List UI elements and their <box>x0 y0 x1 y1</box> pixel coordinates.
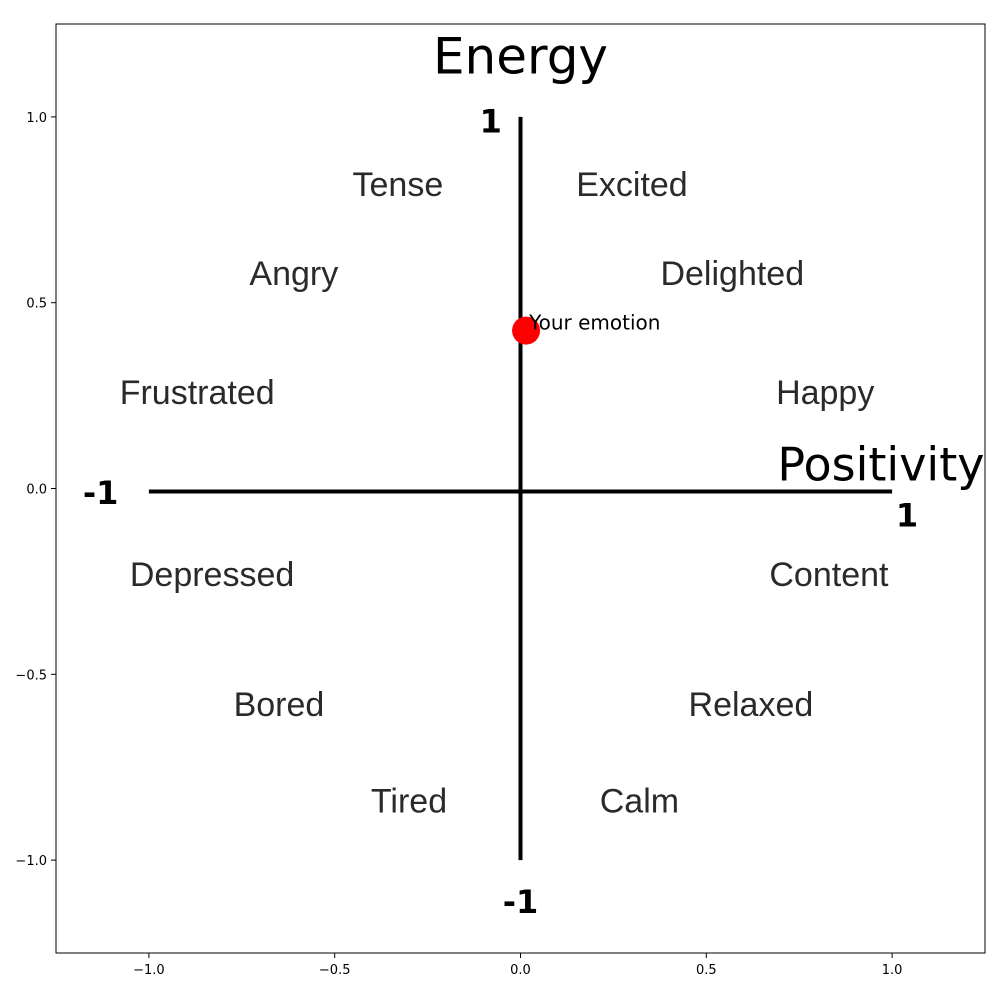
emotion-label-relaxed: Relaxed <box>689 686 814 724</box>
emotion-words-layer: Tense Excited Angry Delighted Frustrated Happ… <box>120 166 889 821</box>
x-tick-label: −1.0 <box>133 963 165 978</box>
emotion-label-frustrated: Frustrated <box>120 374 275 412</box>
y-tick-label: 1.0 <box>26 111 47 126</box>
ticks-layer: −1.0 −0.5 0.0 0.5 1.0 1.0 0.5 0.0 −0.5 −1.0 <box>15 111 902 978</box>
axis-end-label: 1 <box>480 103 502 141</box>
emotion-label-bored: Bored <box>234 686 325 724</box>
emotion-point-label: Your emotion <box>528 311 660 335</box>
y-tick-label: −0.5 <box>15 668 47 683</box>
y-tick-label: 0.5 <box>26 297 47 312</box>
axis-titles-layer: Energy Positivity 1 -1 1 -1 <box>83 28 985 921</box>
emotion-label-depressed: Depressed <box>130 556 294 594</box>
x-tick-label: 0.0 <box>510 963 531 978</box>
emotion-label-tired: Tired <box>371 783 447 821</box>
emotion-label-content: Content <box>769 556 889 594</box>
emotion-point <box>512 316 541 345</box>
x-tick-label: −0.5 <box>319 963 351 978</box>
emotion-label-calm: Calm <box>600 783 679 821</box>
x-tick-label: 1.0 <box>882 963 903 978</box>
emotion-label-excited: Excited <box>576 166 688 204</box>
axis-end-label: -1 <box>503 883 539 921</box>
axis-end-label: 1 <box>896 497 918 535</box>
energy-axis-title: Energy <box>433 28 608 86</box>
axes-layer <box>148 116 893 861</box>
emotion-label-happy: Happy <box>776 374 874 412</box>
positivity-axis-title: Positivity <box>777 437 984 491</box>
emotion-label-tense: Tense <box>353 166 444 204</box>
y-tick-label: −1.0 <box>15 854 47 869</box>
emotion-label-angry: Angry <box>249 255 338 293</box>
axis-end-label: -1 <box>83 474 119 512</box>
x-tick-label: 0.5 <box>696 963 717 978</box>
y-tick-label: 0.0 <box>26 483 47 498</box>
point-layer: Your emotion <box>512 311 660 345</box>
emotion-label-delighted: Delighted <box>660 255 804 293</box>
